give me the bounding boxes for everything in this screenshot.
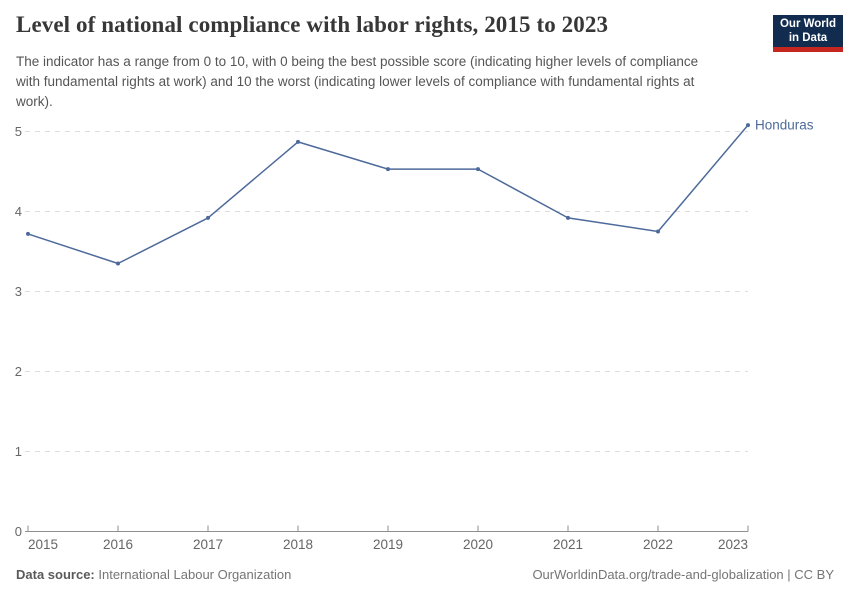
data-line[interactable] — [27, 124, 749, 265]
x-tick-label: 2020 — [463, 537, 493, 552]
x-tick-label: 2018 — [283, 537, 313, 552]
x-tick-label: 2017 — [193, 537, 223, 552]
y-tick-label: 3 — [15, 284, 22, 299]
x-tick-label: 2016 — [103, 537, 133, 552]
data-point[interactable] — [116, 261, 120, 266]
data-point[interactable] — [566, 215, 570, 220]
data-source-value: International Labour Organization — [94, 567, 292, 582]
data-point[interactable] — [386, 167, 390, 172]
data-source-label: Data source: — [16, 567, 95, 582]
x-tick-label: 2015 — [28, 537, 58, 552]
owid-logo-line1: Our World — [779, 18, 836, 30]
y-tick-label: 2 — [15, 364, 22, 379]
x-tick-label: 2019 — [373, 537, 403, 552]
data-point[interactable] — [746, 123, 750, 128]
data-point[interactable] — [656, 229, 660, 234]
owid-link[interactable]: OurWorldinData.org/trade-and-globalizati… — [532, 567, 834, 582]
chart-title: Level of national compliance with labor … — [16, 12, 609, 37]
data-point[interactable] — [206, 215, 210, 220]
data-point[interactable] — [26, 231, 30, 236]
series-label[interactable]: Honduras — [755, 118, 814, 133]
data-point[interactable] — [476, 167, 480, 172]
data-source: Data source: International Labour Organi… — [16, 567, 291, 582]
data-point[interactable] — [296, 139, 300, 144]
chart-subtitle: The indicator has a range from 0 to 10, … — [16, 54, 699, 109]
owid-logo-line2: in Data — [788, 31, 828, 44]
y-tick-label: 1 — [15, 444, 22, 459]
y-tick-label: 4 — [15, 204, 22, 219]
y-tick-label: 0 — [15, 524, 22, 539]
x-tick-label: 2022 — [643, 537, 673, 552]
x-tick-label: 2021 — [553, 537, 583, 552]
y-tick-label: 5 — [15, 124, 22, 139]
x-tick-label: 2023 — [718, 537, 748, 552]
owid-logo[interactable]: Our World in Data — [773, 15, 843, 52]
